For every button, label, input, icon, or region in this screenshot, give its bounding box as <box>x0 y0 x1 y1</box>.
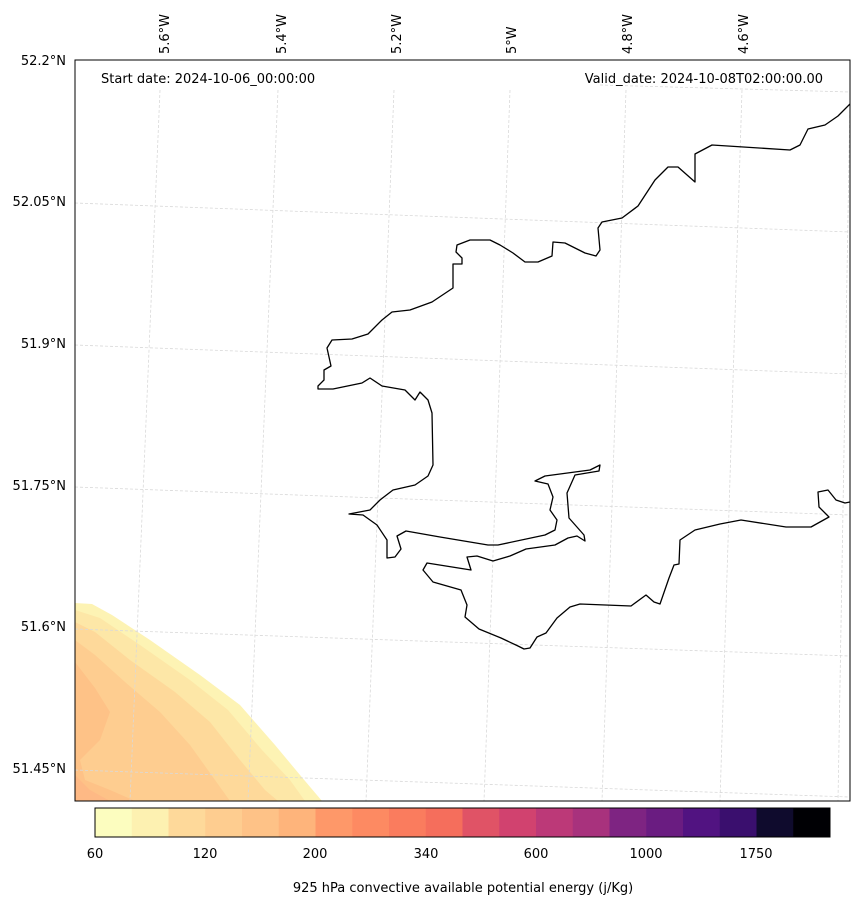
lat-label-51.45N: 51.45°N <box>13 762 66 777</box>
lat-label-51.6N: 51.6°N <box>21 620 66 635</box>
lon-label-4.8W: 4.8°W <box>621 14 636 54</box>
colorbar: 60 120 200 340 600 1000 1750 925 hPa con… <box>87 807 831 896</box>
colorbar-cell <box>278 808 316 837</box>
coastline-north <box>317 103 850 650</box>
cb-tick-1000: 1000 <box>629 847 662 862</box>
colorbar-cell <box>646 808 684 837</box>
cb-tick-1750: 1750 <box>739 847 772 862</box>
meridian-5.4W <box>247 89 279 801</box>
colorbar-cell <box>572 808 610 837</box>
colorbar-cells <box>95 808 831 837</box>
cape-level-6 <box>75 775 110 801</box>
colorbar-frame <box>94 807 831 838</box>
cb-tick-120: 120 <box>193 847 218 862</box>
colorbar-cell <box>352 808 390 837</box>
parallel-51.45N <box>75 769 850 798</box>
meridian-4.6W <box>719 89 743 801</box>
colorbar-cell <box>205 808 243 837</box>
parallel-52.2N <box>599 84 850 93</box>
colorbar-cell <box>389 808 427 837</box>
colorbar-cell <box>683 808 721 837</box>
start-date-label: Start date: 2024-10-06_00:00:00 <box>101 72 315 87</box>
colorbar-cell <box>756 808 794 837</box>
lat-label-52.2N: 52.2°N <box>21 54 66 69</box>
lon-label-5.4W: 5.4°W <box>275 14 290 54</box>
colorbar-cell <box>425 808 463 837</box>
colorbar-cell <box>499 808 537 837</box>
cape-level-5 <box>75 662 135 801</box>
colorbar-cell <box>95 808 133 837</box>
meridian-5.2W <box>365 89 395 801</box>
latitude-labels: 52.2°N 52.05°N 51.9°N 51.75°N 51.6°N 51.… <box>13 54 66 777</box>
parallel-51.9N <box>75 344 850 375</box>
colorbar-cell <box>242 808 280 837</box>
colorbar-cell <box>315 808 353 837</box>
cape-field <box>75 603 322 801</box>
cb-tick-340: 340 <box>414 847 439 862</box>
meridian-4.4W <box>837 99 850 801</box>
cape-level-4 <box>75 640 230 801</box>
cb-tick-60: 60 <box>87 847 104 862</box>
colorbar-cell <box>609 808 647 837</box>
valid-date-label: Valid_date: 2024-10-08T02:00:00.00 <box>585 72 823 87</box>
coastline <box>317 103 850 650</box>
meridian-4.8W <box>601 89 627 801</box>
parallel-51.75N <box>75 486 850 516</box>
map-panel: Start date: 2024-10-06_00:00:00 Valid_da… <box>13 14 851 802</box>
lon-label-4.6W: 4.6°W <box>737 14 752 54</box>
lon-label-5W: 5°W <box>505 26 520 54</box>
meridian-5W <box>483 89 511 801</box>
cb-tick-200: 200 <box>303 847 328 862</box>
colorbar-cell <box>719 808 757 837</box>
colorbar-cell <box>131 808 169 837</box>
cb-tick-600: 600 <box>524 847 549 862</box>
parallel-52.05N <box>75 202 850 233</box>
map-frame <box>74 59 851 802</box>
lat-label-52.05N: 52.05°N <box>13 195 66 210</box>
meridian-5.6W <box>129 89 161 801</box>
longitude-labels: 5.6°W 5.4°W 5.2°W 5°W 4.8°W 4.6°W <box>158 14 752 54</box>
lon-label-5.2W: 5.2°W <box>390 14 405 54</box>
colorbar-label: 925 hPa convective available potential e… <box>293 881 633 896</box>
lat-label-51.9N: 51.9°N <box>21 337 66 352</box>
gridlines <box>75 84 850 801</box>
lon-label-5.6W: 5.6°W <box>158 14 173 54</box>
colorbar-cell <box>168 808 206 837</box>
lat-label-51.75N: 51.75°N <box>13 479 66 494</box>
colorbar-cell <box>536 808 574 837</box>
colorbar-cell <box>462 808 500 837</box>
colorbar-cell <box>793 808 831 837</box>
parallel-51.6N <box>75 628 850 657</box>
